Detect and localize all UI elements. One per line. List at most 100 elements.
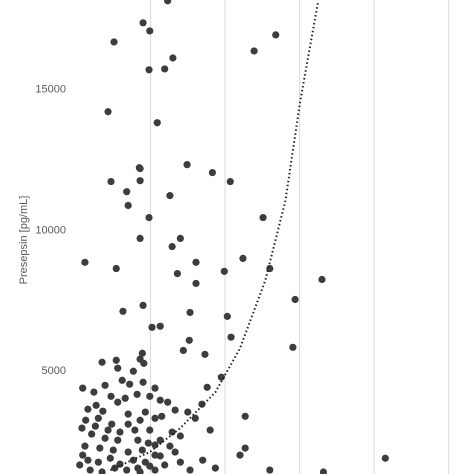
point xyxy=(104,108,112,116)
point xyxy=(138,446,146,454)
point xyxy=(131,426,139,434)
point xyxy=(146,462,154,470)
point xyxy=(126,380,134,388)
point xyxy=(139,378,147,386)
point xyxy=(124,420,132,428)
point xyxy=(141,408,149,416)
point xyxy=(381,454,389,462)
point xyxy=(169,54,177,62)
point xyxy=(164,398,172,406)
point xyxy=(239,254,247,262)
point xyxy=(176,458,184,466)
point xyxy=(99,407,107,415)
point xyxy=(134,436,142,444)
point xyxy=(139,301,147,309)
point xyxy=(79,451,87,459)
point xyxy=(118,376,126,384)
point xyxy=(208,168,216,177)
point xyxy=(184,408,192,416)
point xyxy=(81,442,89,450)
point xyxy=(227,333,235,341)
point xyxy=(86,466,94,474)
point xyxy=(259,213,267,222)
trendline xyxy=(109,0,320,472)
point xyxy=(112,356,120,364)
point xyxy=(156,452,164,460)
point xyxy=(106,454,114,462)
point xyxy=(98,358,106,366)
point xyxy=(94,414,102,422)
point xyxy=(176,234,184,243)
point xyxy=(171,448,179,456)
point xyxy=(78,424,86,432)
point xyxy=(220,267,228,275)
point xyxy=(226,177,234,186)
point xyxy=(151,466,159,474)
point xyxy=(140,359,148,367)
point xyxy=(82,416,90,424)
point xyxy=(176,432,184,440)
point xyxy=(116,428,124,436)
point xyxy=(173,269,181,278)
point xyxy=(185,336,193,344)
point xyxy=(158,412,166,420)
point xyxy=(114,436,122,444)
point xyxy=(203,383,211,391)
point xyxy=(91,422,99,430)
point xyxy=(124,410,132,418)
point xyxy=(94,458,102,466)
point xyxy=(241,444,249,452)
point xyxy=(161,65,169,73)
point xyxy=(211,464,219,472)
point xyxy=(168,242,176,251)
point xyxy=(217,373,225,381)
point xyxy=(146,27,154,35)
point xyxy=(121,394,129,402)
point xyxy=(166,192,174,200)
point xyxy=(79,384,87,392)
point xyxy=(136,416,144,424)
point xyxy=(146,392,154,400)
point xyxy=(110,38,118,46)
point xyxy=(107,177,115,186)
point xyxy=(107,392,115,400)
point xyxy=(291,295,299,304)
y-tick-label: 5000 xyxy=(42,365,66,377)
point xyxy=(108,420,116,428)
point xyxy=(84,405,92,413)
point xyxy=(192,258,200,266)
point xyxy=(123,188,131,196)
point xyxy=(206,426,214,434)
point xyxy=(171,406,179,414)
point xyxy=(104,426,112,434)
y-axis-title: Presepsin [pg/mL] xyxy=(18,196,30,285)
point xyxy=(98,468,106,474)
point xyxy=(166,442,174,450)
point xyxy=(133,390,141,398)
point xyxy=(151,384,159,392)
point xyxy=(186,308,194,317)
point xyxy=(223,312,231,320)
point xyxy=(136,165,144,173)
point xyxy=(76,461,84,469)
point xyxy=(156,322,164,330)
point xyxy=(198,400,206,408)
point xyxy=(161,461,169,469)
point xyxy=(201,350,209,358)
point xyxy=(319,468,328,474)
point xyxy=(114,398,122,406)
point xyxy=(145,66,153,74)
point xyxy=(146,426,154,434)
point xyxy=(151,441,159,449)
point xyxy=(318,275,326,284)
point xyxy=(156,396,164,404)
point xyxy=(124,201,132,210)
point xyxy=(145,213,153,222)
point xyxy=(114,364,122,372)
point xyxy=(289,343,297,351)
point xyxy=(88,430,96,438)
point xyxy=(123,466,131,474)
point xyxy=(109,446,117,454)
